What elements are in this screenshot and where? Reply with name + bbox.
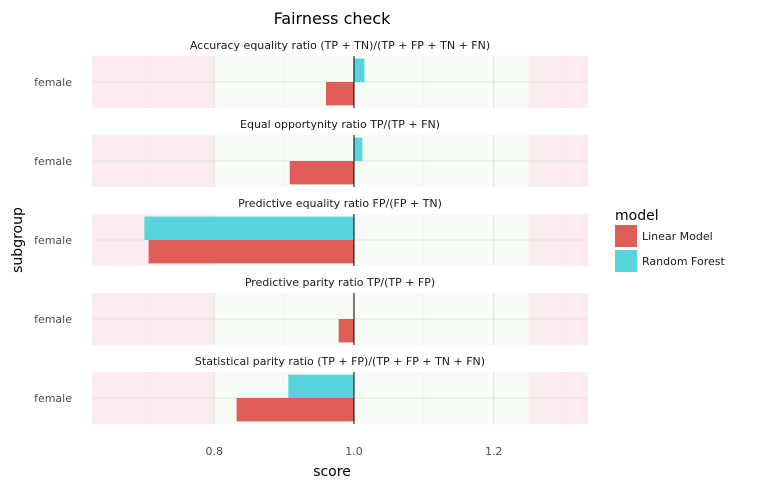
panel-predictive-equality-ratio: Predictive equality ratio FP/(FP + TN) fe… <box>34 197 588 266</box>
x-axis-label: score <box>313 464 351 480</box>
panel-title: Statistical parity ratio (TP + FP)/(TP +… <box>195 355 485 368</box>
panel-accuracy-equality-ratio: Accuracy equality ratio (TP + TN)/(TP + … <box>34 39 588 108</box>
y-tick-label: female <box>34 313 72 326</box>
x-tick-label: 1.2 <box>485 445 503 458</box>
legend-swatch-linear-model <box>615 225 637 247</box>
bar-random-forest <box>353 137 363 161</box>
legend-title: model <box>615 208 659 224</box>
y-axis-label: subgroup <box>10 207 26 273</box>
panel-title: Predictive equality ratio FP/(FP + TN) <box>238 197 442 210</box>
legend-label-linear-model: Linear Model <box>642 230 713 243</box>
bar-random-forest <box>353 58 365 82</box>
panel-title: Accuracy equality ratio (TP + TN)/(TP + … <box>190 39 490 52</box>
bar-linear-model <box>148 240 354 264</box>
legend: model Linear Model Random Forest <box>615 208 725 272</box>
panel-statistical-parity-ratio: Statistical parity ratio (TP + FP)/(TP +… <box>34 355 588 424</box>
x-axis-ticks: 0.8 1.0 1.2 <box>206 445 503 458</box>
x-tick-label: 0.8 <box>206 445 224 458</box>
y-tick-label: female <box>34 76 72 89</box>
panel-equal-opportynity-ratio: Equal opportynity ratio TP/(TP + FN) fema… <box>34 118 588 187</box>
panel-title: Equal opportynity ratio TP/(TP + FN) <box>240 118 440 131</box>
y-tick-label: female <box>34 392 72 405</box>
bar-linear-model <box>326 82 354 106</box>
y-tick-label: female <box>34 234 72 247</box>
legend-label-random-forest: Random Forest <box>642 255 725 268</box>
bar-linear-model <box>289 161 354 185</box>
facet-panels: Accuracy equality ratio (TP + TN)/(TP + … <box>34 39 588 424</box>
bar-linear-model <box>338 319 354 343</box>
y-tick-label: female <box>34 155 72 168</box>
bar-linear-model <box>236 398 354 422</box>
chart-title: Fairness check <box>274 9 392 28</box>
legend-swatch-random-forest <box>615 250 637 272</box>
bar-random-forest <box>144 216 354 240</box>
panel-predictive-parity-ratio: Predictive parity ratio TP/(TP + FP) fema… <box>34 276 588 345</box>
bar-random-forest <box>288 374 354 398</box>
panel-title: Predictive parity ratio TP/(TP + FP) <box>245 276 435 289</box>
x-tick-label: 1.0 <box>345 445 363 458</box>
